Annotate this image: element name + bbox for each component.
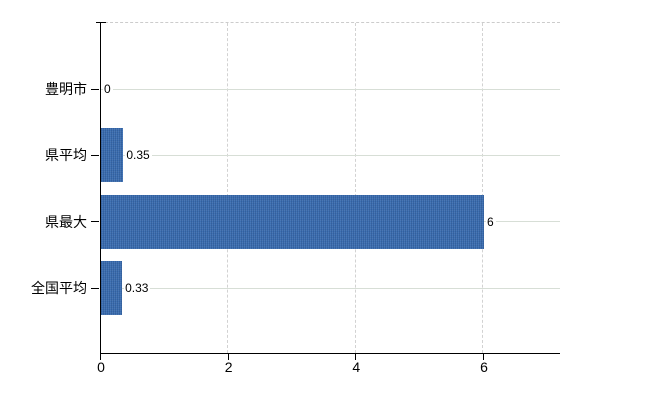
- bar-value-label: 0.33: [124, 281, 151, 296]
- x-tick-label: 0: [97, 359, 105, 375]
- y-axis-tick: [91, 287, 99, 289]
- x-axis-tick: [227, 353, 229, 360]
- bar-value-label: 0.35: [125, 148, 152, 163]
- x-axis-tick: [482, 353, 484, 360]
- bar: [101, 194, 484, 249]
- bar-value-label: 6: [485, 214, 496, 229]
- v-gridline: [354, 23, 356, 353]
- v-gridline: [227, 23, 229, 353]
- v-gridline: [482, 23, 484, 353]
- y-axis-tick: [91, 154, 99, 156]
- category-label: 県平均: [45, 147, 87, 164]
- bar: [101, 128, 124, 183]
- y-axis-tick: [91, 221, 99, 223]
- row-gridline: [101, 287, 560, 289]
- category-label: 県最大: [45, 213, 87, 230]
- x-tick-label: 2: [224, 359, 233, 375]
- category-label: 全国平均: [31, 280, 87, 297]
- bar-value-label: 0: [103, 82, 113, 96]
- y-axis-tick: [91, 88, 99, 90]
- row-gridline: [101, 154, 560, 156]
- x-tick-label: 4: [352, 359, 361, 375]
- bar: [101, 261, 123, 316]
- x-axis-tick: [100, 353, 101, 360]
- x-axis-tick: [355, 353, 357, 360]
- category-label: 豊明市: [45, 81, 87, 97]
- plot-top-border: [100, 22, 560, 23]
- y-axis-top-cap: [96, 22, 106, 23]
- plot-area: 0 0.35 6 0.33: [100, 22, 560, 353]
- row-gridline: [101, 88, 560, 90]
- x-tick-label: 6: [480, 359, 488, 375]
- y-axis-line: [100, 22, 101, 353]
- x-axis-line: [100, 353, 560, 354]
